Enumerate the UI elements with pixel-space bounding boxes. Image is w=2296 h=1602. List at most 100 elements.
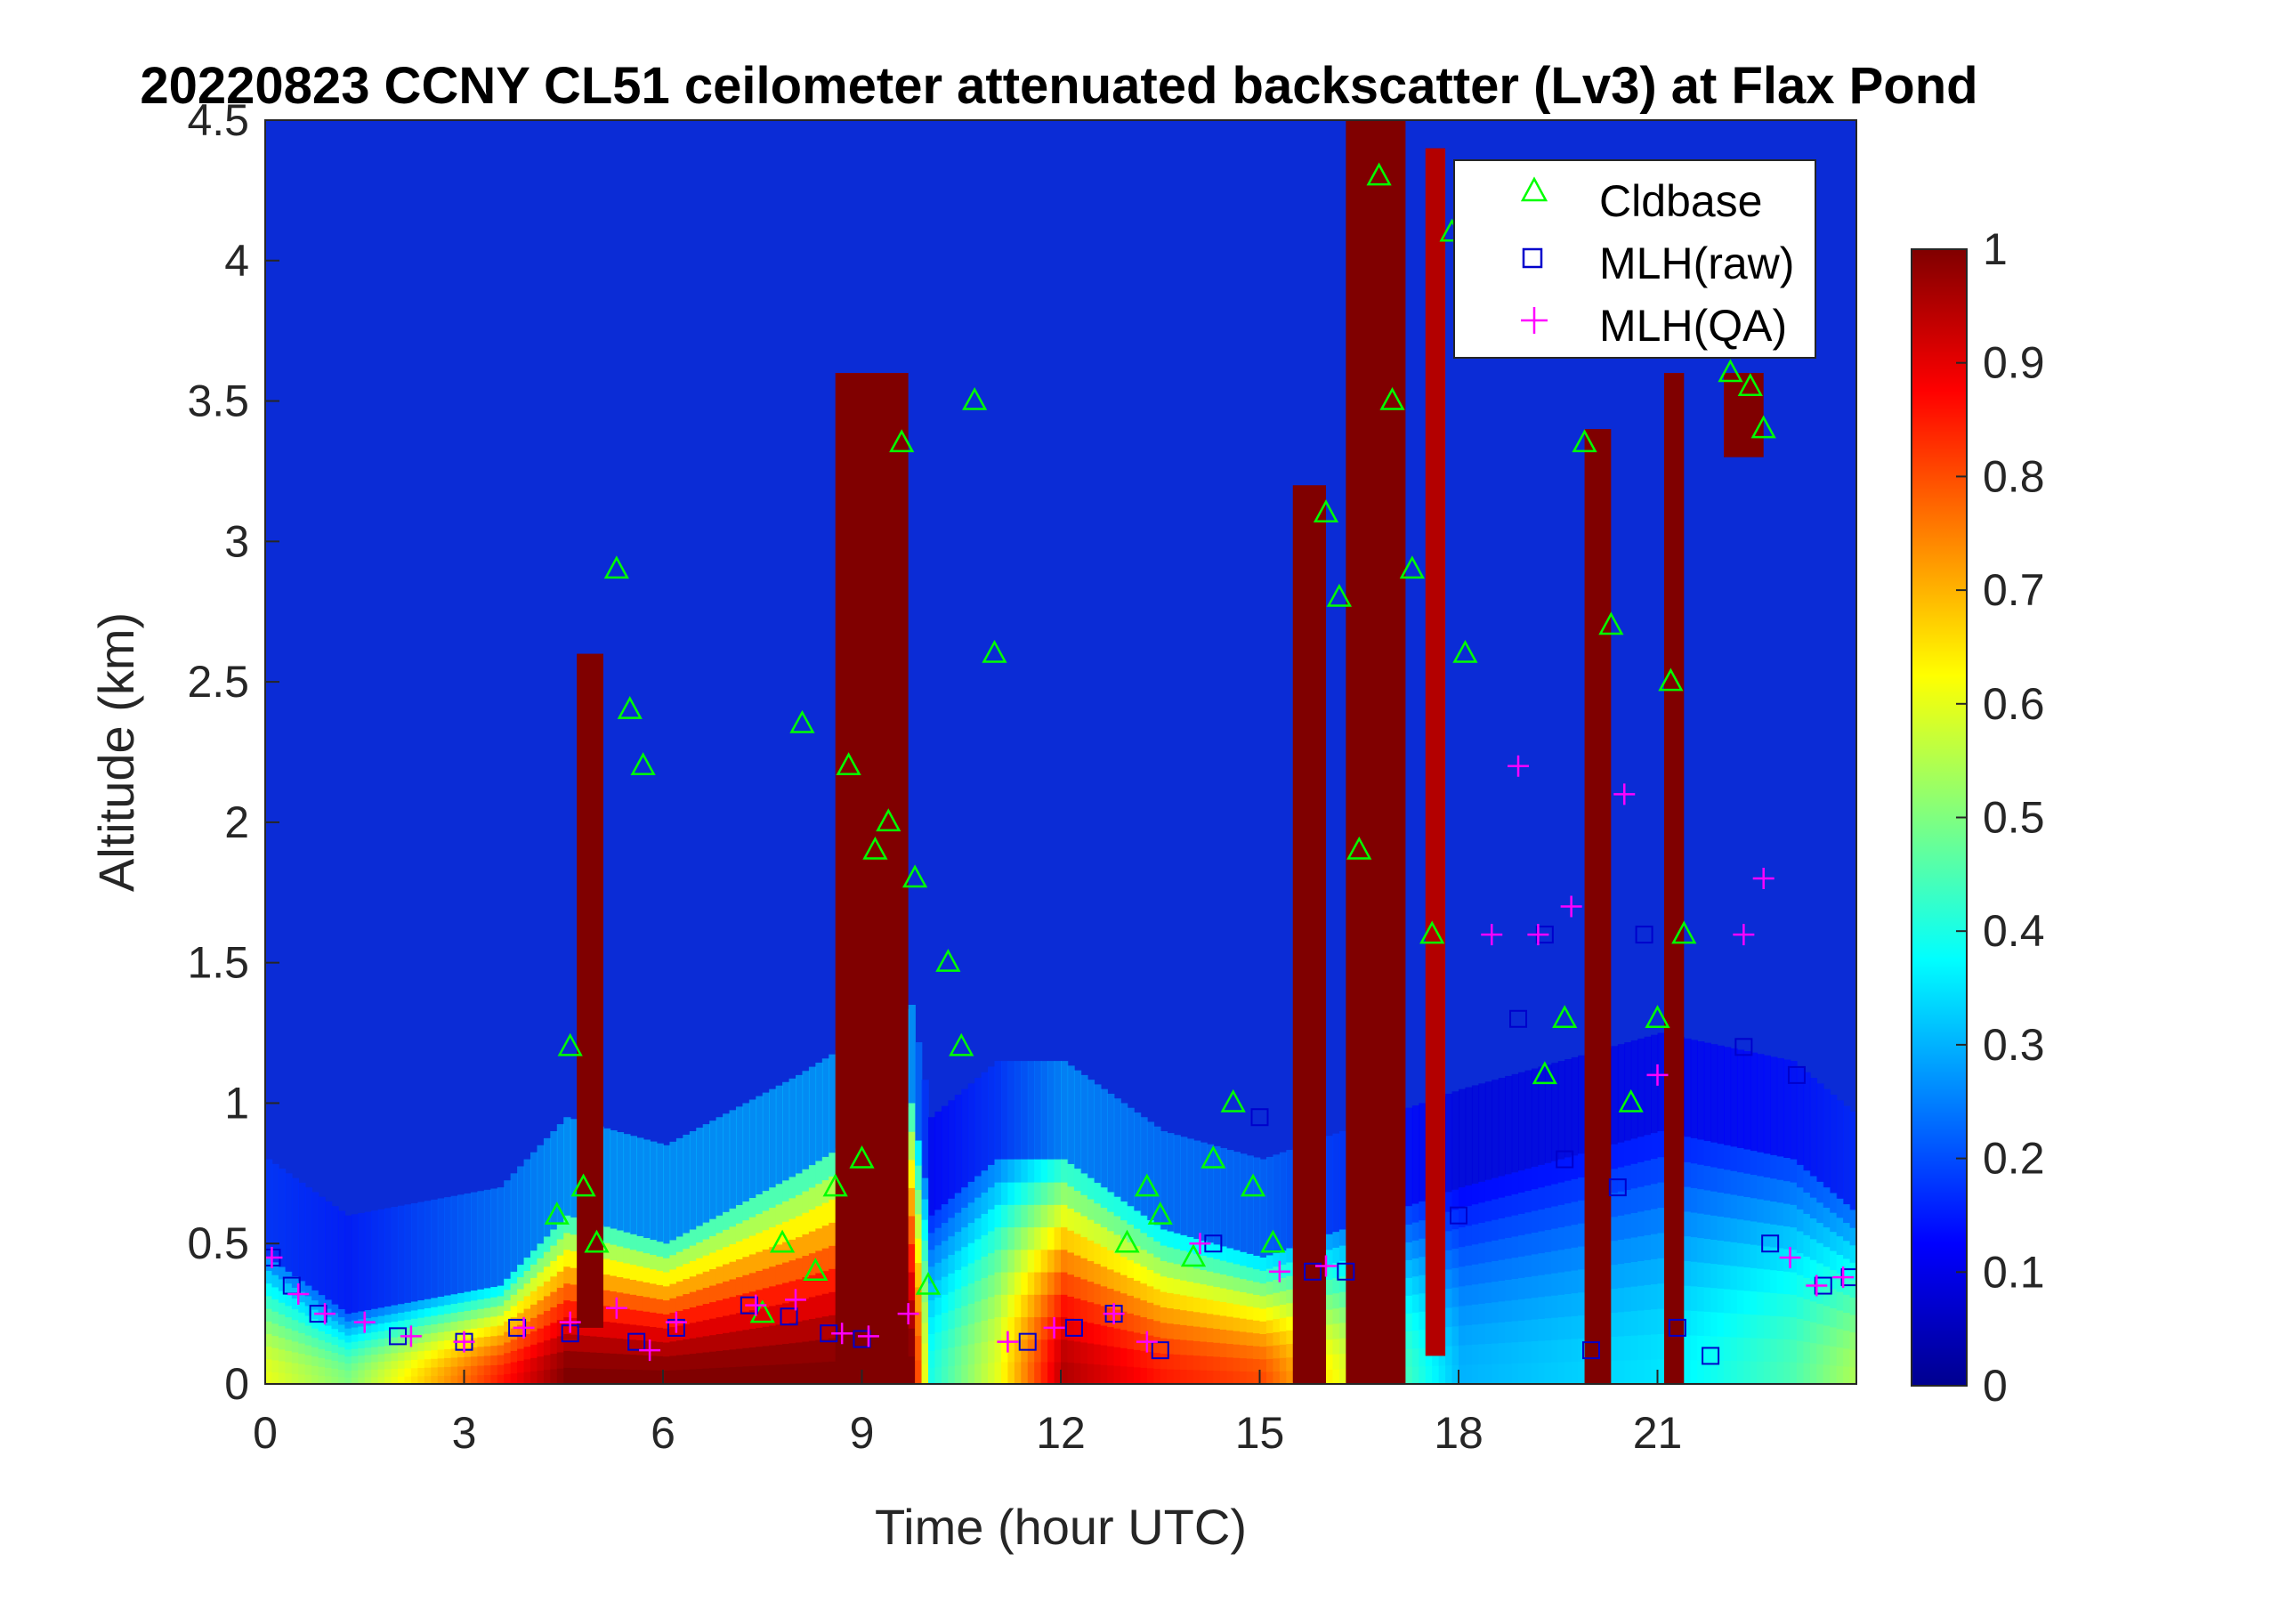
heatmap-cell (483, 1336, 492, 1347)
heatmap-cell (517, 1336, 525, 1349)
heatmap-cell (1213, 1355, 1221, 1371)
cldbase-marker (1326, 583, 1353, 607)
heatmap-cell (1557, 1226, 1565, 1250)
heatmap-cell (497, 1324, 505, 1336)
x-axis-label: Time (hour UTC) (875, 1499, 1247, 1555)
heatmap-cell (304, 1363, 312, 1375)
heatmap-cell (1524, 1233, 1532, 1256)
heatmap-cell (1200, 1340, 1208, 1356)
heatmap-cloud-column (1425, 148, 1446, 1356)
heatmap-cell (530, 1264, 538, 1278)
heatmap-cell (1796, 1362, 1805, 1384)
heatmap-cell (1544, 1207, 1553, 1231)
heatmap-cell (762, 1325, 770, 1347)
heatmap-cell (1007, 1159, 1015, 1183)
heatmap-cell (431, 1357, 439, 1368)
heatmap-cell (1637, 1284, 1645, 1311)
heatmap-cell (1736, 1147, 1745, 1173)
heatmap-cell (550, 1353, 558, 1370)
heatmap-cell (1763, 1199, 1771, 1224)
heatmap-cell (981, 1363, 989, 1384)
heatmap-cell (1240, 1291, 1248, 1306)
heatmap-cell (1743, 1149, 1751, 1174)
heatmap-cell (1233, 1316, 1241, 1331)
heatmap-cell (1213, 1145, 1221, 1245)
heatmap-cell (358, 1340, 366, 1348)
heatmap-cell (556, 1124, 565, 1223)
heatmap-cell (1326, 1308, 1334, 1325)
heatmap-cell (537, 1271, 545, 1287)
heatmap-cell (1657, 1181, 1665, 1208)
heatmap-cell (311, 1290, 319, 1301)
heatmap-cell (1830, 1193, 1838, 1213)
heatmap-cell (602, 1352, 611, 1370)
heatmap-cell (1080, 1074, 1088, 1174)
heatmap-cell (1200, 1269, 1208, 1285)
heatmap-cell (570, 1333, 578, 1352)
heatmap-cell (1265, 1307, 1274, 1321)
heatmap-cell (1796, 1339, 1805, 1363)
heatmap-cell (782, 1261, 790, 1283)
heatmap-cell (1710, 1263, 1718, 1289)
heatmap-cell (769, 1088, 777, 1188)
heatmap-cell (1173, 1233, 1181, 1250)
heatmap-cell (1637, 1161, 1645, 1187)
heatmap-cell (636, 1137, 644, 1236)
heatmap-cell (669, 1240, 677, 1256)
heatmap-cell (1492, 1260, 1500, 1282)
heatmap-cell (729, 1348, 737, 1368)
heatmap-cell (967, 1262, 975, 1284)
heatmap-cell (1717, 1192, 1725, 1217)
heatmap-cell (1770, 1201, 1778, 1225)
heatmap-cell (1200, 1241, 1208, 1256)
heatmap-cell (1684, 1038, 1692, 1137)
heatmap-cell (304, 1285, 312, 1297)
heatmap-cell (808, 1186, 817, 1210)
cldbase-marker (1114, 1229, 1140, 1253)
heatmap-cell (444, 1295, 452, 1306)
heatmap-cell (1445, 1364, 1453, 1384)
heatmap-cell (377, 1346, 385, 1355)
heatmap-cell (663, 1355, 671, 1371)
heatmap-cell (994, 1316, 1002, 1340)
heatmap-cell (1094, 1303, 1102, 1324)
heatmap-cell (1107, 1268, 1115, 1289)
heatmap-cell (510, 1305, 518, 1318)
heatmap-cell (1518, 1320, 1526, 1342)
heatmap-cell (1445, 1250, 1453, 1270)
heatmap-cell (523, 1258, 531, 1271)
heatmap-cell (1657, 1207, 1665, 1234)
heatmap-cell (285, 1305, 293, 1318)
heatmap-cell (1451, 1364, 1459, 1384)
heatmap-cell (1750, 1243, 1758, 1268)
y-tick-label: 2.5 (187, 657, 249, 707)
heatmap-cell (1578, 1338, 1586, 1362)
heatmap-cell (1246, 1357, 1254, 1372)
heatmap-cell (769, 1246, 777, 1267)
heatmap-cell (1107, 1345, 1115, 1366)
heatmap-cell (563, 1117, 571, 1216)
heatmap-cell (291, 1351, 300, 1363)
heatmap-cell (1021, 1181, 1029, 1205)
heatmap-cell (689, 1353, 698, 1370)
heatmap-cell (782, 1180, 790, 1202)
heatmap-cell (325, 1316, 333, 1326)
heatmap-cell (948, 1328, 956, 1348)
heatmap-cell (1445, 1230, 1453, 1250)
heatmap-cell (457, 1194, 465, 1293)
heatmap-cell (1571, 1315, 1579, 1339)
heatmap-cell (278, 1266, 287, 1280)
heatmap-cell (523, 1159, 531, 1258)
heatmap-cell (1511, 1073, 1519, 1173)
heatmap-cell (1750, 1197, 1758, 1222)
heatmap-cell (941, 1294, 950, 1314)
mlh-qa-marker (513, 1316, 535, 1339)
mlh-raw-marker (1761, 1234, 1780, 1253)
heatmap-cell (1027, 1271, 1035, 1295)
heatmap-cell (1193, 1369, 1201, 1384)
heatmap-cell (384, 1337, 392, 1347)
heatmap-cell (1630, 1334, 1638, 1361)
heatmap-cell (775, 1264, 783, 1285)
heatmap-cell (994, 1339, 1002, 1363)
heatmap-cell (1750, 1337, 1758, 1362)
